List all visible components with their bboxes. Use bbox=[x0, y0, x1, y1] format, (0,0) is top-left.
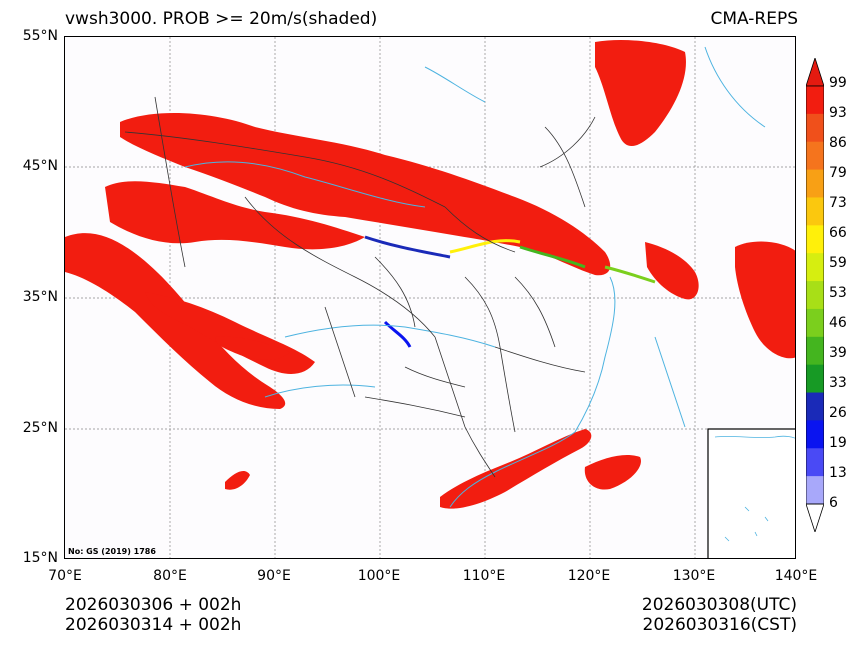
lon-label-90: 90°E bbox=[257, 568, 291, 584]
colorbar-segment bbox=[806, 281, 824, 310]
shade-west-south bbox=[225, 471, 250, 490]
lon-label-130: 130°E bbox=[672, 568, 716, 584]
province-borders bbox=[124, 96, 596, 478]
colorbar-label-19: 19 bbox=[829, 435, 847, 451]
map-canvas bbox=[65, 37, 795, 558]
colorbar-segment bbox=[806, 113, 824, 143]
lat-label-45: 45°N bbox=[22, 158, 58, 174]
colorbar-segment bbox=[806, 308, 824, 338]
init-time-cst: 2026030314 + 002h bbox=[65, 615, 242, 635]
model-name: CMA-REPS bbox=[710, 9, 798, 29]
water-features bbox=[184, 46, 766, 508]
colorbar-segment bbox=[806, 336, 824, 366]
fringe-bands bbox=[364, 235, 656, 348]
colorbar-segment bbox=[806, 420, 824, 449]
valid-time-utc: 2026030308(UTC) bbox=[641, 595, 797, 615]
lat-label-25: 25°N bbox=[22, 420, 58, 436]
colorbar-label-13: 13 bbox=[829, 465, 847, 481]
lat-label-15: 15°N bbox=[22, 550, 58, 566]
colorbar-label-39: 39 bbox=[829, 345, 847, 361]
lon-label-80: 80°E bbox=[153, 568, 187, 584]
shade-japan bbox=[735, 241, 795, 359]
map-panel[interactable] bbox=[64, 36, 796, 559]
colorbar-segment bbox=[806, 253, 824, 282]
map-title: vwsh3000. PROB >= 20m/s(shaded) bbox=[65, 9, 378, 29]
colorbar-label-66: 66 bbox=[829, 225, 847, 241]
colorbar-under-arrow bbox=[806, 503, 824, 532]
colorbar-segment bbox=[806, 141, 824, 171]
probability-shading bbox=[65, 40, 795, 509]
colorbar-segment bbox=[806, 392, 824, 421]
colorbar-segment bbox=[806, 364, 824, 394]
lat-label-55: 55°N bbox=[22, 28, 58, 44]
colorbar-label-93: 93 bbox=[829, 105, 847, 121]
colorbar-segment bbox=[806, 476, 824, 505]
colorbar-over-arrow bbox=[806, 58, 824, 87]
lon-label-100: 100°E bbox=[357, 568, 401, 584]
shade-northwest-patch bbox=[105, 181, 365, 250]
colorbar-segment bbox=[806, 225, 824, 254]
lat-label-35: 35°N bbox=[22, 289, 58, 305]
colorbar-segment bbox=[806, 169, 824, 198]
shade-south-hainan bbox=[584, 455, 641, 490]
colorbar-label-79: 79 bbox=[829, 165, 847, 181]
shade-korea bbox=[645, 242, 699, 300]
colorbar bbox=[806, 58, 824, 532]
shade-southeast-coast bbox=[440, 429, 592, 509]
init-time-utc: 2026030306 + 002h bbox=[65, 595, 242, 615]
lon-label-140: 140°E bbox=[774, 568, 818, 584]
colorbar-label-33: 33 bbox=[829, 375, 847, 391]
lon-label-120: 120°E bbox=[567, 568, 611, 584]
valid-time-cst: 2026030316(CST) bbox=[642, 615, 797, 635]
shade-tibet-west bbox=[65, 233, 286, 409]
colorbar-label-53: 53 bbox=[829, 285, 847, 301]
colorbar-label-6: 6 bbox=[829, 495, 838, 511]
colorbar-label-86: 86 bbox=[829, 135, 847, 151]
colorbar-label-73: 73 bbox=[829, 195, 847, 211]
lon-label-70: 70°E bbox=[48, 568, 82, 584]
colorbar-segment bbox=[806, 448, 824, 477]
inset-coastline bbox=[714, 435, 795, 542]
shade-tibet-east bbox=[215, 336, 290, 360]
map-approval-note: No: GS (2019) 1786 bbox=[68, 547, 156, 556]
colorbar-label-99: 99 bbox=[829, 75, 847, 91]
colorbar-label-26: 26 bbox=[829, 405, 847, 421]
colorbar-label-59: 59 bbox=[829, 255, 847, 271]
colorbar-label-46: 46 bbox=[829, 315, 847, 331]
lon-label-110: 110°E bbox=[462, 568, 506, 584]
south-china-sea-inset bbox=[707, 428, 795, 558]
shade-manchuria bbox=[595, 40, 686, 147]
colorbar-segment bbox=[806, 197, 824, 226]
colorbar-segment bbox=[806, 86, 824, 115]
